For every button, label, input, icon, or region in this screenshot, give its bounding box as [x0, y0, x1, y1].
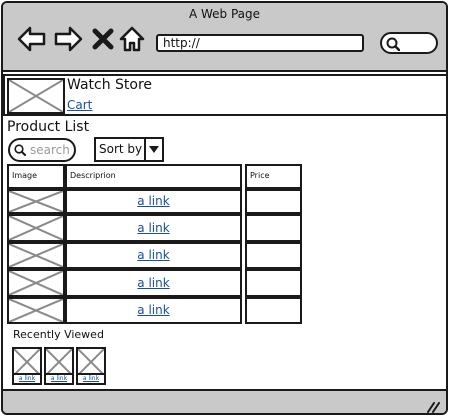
chevron-down-icon[interactable] [144, 139, 162, 160]
product-description-link[interactable]: a link [65, 189, 242, 214]
thumbnail-image-placeholder [46, 349, 72, 375]
logo-image-placeholder [7, 78, 65, 114]
product-description-link[interactable]: a link [65, 269, 242, 297]
product-image-placeholder [7, 214, 65, 242]
product-price-cell [245, 214, 302, 242]
recently-viewed-item[interactable]: a link [12, 347, 42, 385]
recently-viewed-item[interactable]: a link [76, 347, 106, 385]
product-price-cell [245, 242, 302, 269]
sort-by-label: Sort by [99, 142, 143, 156]
product-description-link[interactable]: a link [65, 242, 242, 269]
search-icon [14, 144, 26, 156]
home-icon[interactable] [119, 25, 145, 53]
status-bar [3, 389, 446, 413]
column-header-price: Price [245, 164, 302, 189]
address-bar[interactable]: http:// [156, 34, 364, 52]
product-price-cell [245, 269, 302, 297]
recently-viewed-heading: Recently Viewed [13, 328, 104, 341]
recently-viewed-link[interactable]: a link [78, 373, 104, 383]
forward-arrow-icon[interactable] [53, 25, 83, 53]
product-image-placeholder [7, 297, 65, 324]
column-header-description: Descriprion [65, 164, 242, 189]
thumbnail-image-placeholder [14, 349, 40, 375]
browser-toolbar: A Web Page http:// [3, 3, 446, 72]
browser-search-button[interactable] [380, 32, 438, 54]
sort-by-dropdown[interactable]: Sort by [94, 137, 164, 162]
search-icon [386, 37, 400, 51]
product-image-placeholder [7, 269, 65, 297]
site-header: Watch Store Cart [3, 74, 446, 116]
cart-link[interactable]: Cart [67, 98, 93, 112]
column-header-image: Image [7, 164, 65, 189]
resize-grip-icon[interactable] [426, 398, 440, 413]
product-search-input[interactable]: search [8, 138, 76, 162]
product-description-link[interactable]: a link [65, 297, 242, 324]
product-image-placeholder [7, 242, 65, 269]
product-price-cell [245, 189, 302, 214]
stop-x-icon[interactable] [91, 25, 115, 53]
store-name: Watch Store [67, 77, 153, 93]
window-title: A Web Page [188, 7, 261, 21]
product-description-link[interactable]: a link [65, 214, 242, 242]
recently-viewed-item[interactable]: a link [44, 347, 74, 385]
recently-viewed-link[interactable]: a link [46, 373, 72, 383]
search-placeholder: search [30, 143, 70, 157]
recently-viewed-link[interactable]: a link [14, 373, 40, 383]
thumbnail-image-placeholder [78, 349, 104, 375]
product-image-placeholder [7, 189, 65, 214]
product-list-heading: Product List [7, 119, 90, 135]
back-arrow-icon[interactable] [17, 25, 47, 53]
product-price-cell [245, 297, 302, 324]
